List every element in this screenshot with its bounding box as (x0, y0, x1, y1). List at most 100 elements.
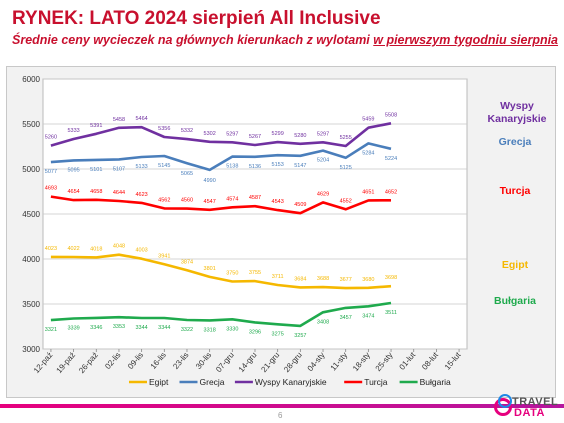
y-tick-label: 3000 (22, 345, 40, 354)
data-label: 5458 (113, 117, 125, 123)
data-label: 5284 (362, 150, 374, 156)
data-label: 3874 (181, 259, 193, 265)
data-label: 3330 (226, 326, 238, 332)
x-tick-label: 28-gru (282, 351, 304, 374)
data-label: 5147 (294, 163, 306, 169)
data-label: 3688 (317, 276, 329, 282)
data-label: 3296 (249, 329, 261, 335)
data-label: 4654 (67, 189, 79, 195)
x-tick-label: 30-lis (194, 351, 213, 371)
data-label: 4543 (272, 199, 284, 205)
data-label: 5255 (340, 135, 352, 141)
legend-label: Turcja (364, 377, 388, 387)
data-label: 5065 (181, 171, 193, 177)
data-label: 3321 (45, 327, 57, 333)
x-tick-label: 12-paź (32, 351, 55, 376)
data-label: 4560 (181, 198, 193, 204)
data-label: 4509 (294, 202, 306, 208)
y-tick-label: 3500 (22, 300, 40, 309)
data-label: 5145 (158, 163, 170, 169)
data-label: 4644 (113, 190, 125, 196)
x-tick-label: 01-lut (397, 350, 417, 372)
x-tick-label: 08-lut (420, 350, 440, 372)
data-label: 5125 (340, 165, 352, 171)
data-label: 3353 (113, 324, 125, 330)
logo-text-travel: TRAVEL (512, 396, 559, 408)
x-tick-label: 21-gru (259, 351, 281, 374)
travel-data-logo: TRAVEL DATA (494, 394, 560, 422)
x-tick-label: 19-paź (55, 351, 78, 376)
data-label: 5297 (317, 131, 329, 137)
data-label: 5299 (272, 131, 284, 137)
data-label: 4693 (45, 186, 57, 192)
y-tick-label: 5000 (22, 165, 40, 174)
data-label: 4574 (226, 196, 238, 202)
data-label: 5077 (45, 169, 57, 175)
data-label: 3711 (272, 274, 284, 280)
x-tick-label: 09-lis (126, 351, 145, 371)
logo-ring-small-icon (498, 394, 512, 408)
data-label: 4587 (249, 195, 261, 201)
legend-label: Bułgaria (420, 377, 451, 387)
page-number: 6 (278, 411, 283, 420)
data-label: 3750 (226, 271, 238, 277)
data-label: 5332 (181, 128, 193, 134)
series-name-label: Egipt (502, 259, 529, 271)
data-label: 5356 (158, 126, 170, 132)
legend-label: Egipt (149, 377, 169, 387)
data-label: 3801 (204, 266, 216, 272)
data-label: 4652 (385, 189, 397, 195)
data-label: 5280 (294, 133, 306, 139)
footer-bar (0, 404, 564, 408)
series-line-Bułgaria (50, 301, 392, 328)
data-label: 3339 (67, 325, 79, 331)
data-label: 5297 (226, 131, 238, 137)
data-label: 5107 (113, 166, 125, 172)
data-label: 4018 (90, 246, 102, 252)
data-label: 3275 (272, 331, 284, 337)
data-label: 3457 (340, 315, 352, 321)
y-tick-label: 4000 (22, 255, 40, 264)
data-label: 3344 (158, 325, 170, 331)
data-label: 5095 (67, 167, 79, 173)
data-label: 3322 (181, 327, 193, 333)
data-label: 5302 (204, 131, 216, 137)
subtitle-text: Średnie ceny wycieczek na głównych kieru… (12, 33, 374, 47)
series-line-Grecja (50, 142, 392, 172)
x-tick-label: 18-sty (351, 351, 372, 373)
data-label: 4629 (317, 191, 329, 197)
data-label: 3346 (90, 325, 102, 331)
data-label: 5153 (272, 162, 284, 168)
data-label: 5136 (249, 164, 261, 170)
x-tick-label: 04-sty (306, 351, 327, 373)
series-line-Wyspy Kanaryjskie (50, 122, 392, 148)
x-tick-label: 16-lis (149, 351, 168, 371)
data-label: 3684 (294, 276, 306, 282)
page-title: RYNEK: LATO 2024 sierpień All Inclusive (12, 8, 381, 29)
data-label: 4623 (136, 192, 148, 198)
data-label: 5459 (362, 117, 374, 123)
data-label: 3677 (340, 277, 352, 283)
data-label: 3408 (317, 319, 329, 325)
legend-label: Wyspy Kanaryjskie (255, 377, 327, 387)
data-label: 4022 (67, 246, 79, 252)
data-label: 5204 (317, 158, 329, 164)
data-label: 4990 (204, 178, 216, 184)
series-name-label: Turcja (500, 185, 531, 197)
data-label: 4562 (158, 197, 170, 203)
data-label: 4552 (340, 198, 352, 204)
data-label: 3698 (385, 275, 397, 281)
x-tick-label: 11-sty (329, 351, 350, 373)
data-label: 5333 (67, 128, 79, 134)
y-tick-label: 4500 (22, 210, 40, 219)
chart-panel: 3000 3500 4000 4500 5000 5500 6000 12-paź 19-paź… (6, 66, 556, 398)
data-label: 4048 (113, 244, 125, 250)
data-label: 3680 (362, 277, 374, 283)
x-tick-label: 26-paź (77, 351, 100, 376)
series-name-label: Bułgaria (494, 295, 536, 307)
data-label: 5260 (45, 135, 57, 141)
page-subtitle: Średnie ceny wycieczek na głównych kieru… (12, 33, 558, 47)
data-label: 3318 (204, 327, 216, 333)
logo-text-data: DATA (514, 407, 545, 419)
data-label: 5508 (385, 112, 397, 118)
